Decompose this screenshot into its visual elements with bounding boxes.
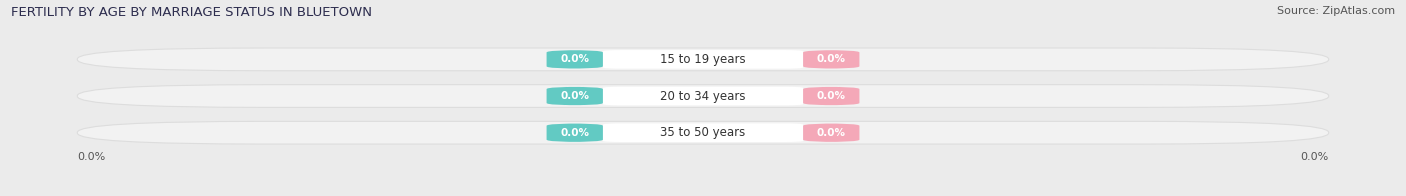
FancyBboxPatch shape — [547, 50, 603, 69]
Text: Source: ZipAtlas.com: Source: ZipAtlas.com — [1277, 6, 1395, 16]
FancyBboxPatch shape — [77, 48, 1329, 71]
FancyBboxPatch shape — [603, 123, 803, 142]
Text: 20 to 34 years: 20 to 34 years — [661, 90, 745, 103]
Text: 0.0%: 0.0% — [77, 152, 105, 162]
FancyBboxPatch shape — [803, 50, 859, 69]
FancyBboxPatch shape — [803, 123, 859, 142]
Text: 0.0%: 0.0% — [560, 91, 589, 101]
Text: 0.0%: 0.0% — [1301, 152, 1329, 162]
Text: 0.0%: 0.0% — [817, 54, 846, 64]
Text: 0.0%: 0.0% — [817, 91, 846, 101]
FancyBboxPatch shape — [77, 121, 1329, 144]
FancyBboxPatch shape — [603, 50, 803, 69]
Text: 0.0%: 0.0% — [560, 128, 589, 138]
FancyBboxPatch shape — [77, 85, 1329, 107]
FancyBboxPatch shape — [547, 123, 603, 142]
FancyBboxPatch shape — [547, 87, 603, 105]
Text: FERTILITY BY AGE BY MARRIAGE STATUS IN BLUETOWN: FERTILITY BY AGE BY MARRIAGE STATUS IN B… — [11, 6, 373, 19]
Text: 15 to 19 years: 15 to 19 years — [661, 53, 745, 66]
Text: 35 to 50 years: 35 to 50 years — [661, 126, 745, 139]
FancyBboxPatch shape — [803, 87, 859, 105]
Text: 0.0%: 0.0% — [817, 128, 846, 138]
FancyBboxPatch shape — [603, 87, 803, 105]
Text: 0.0%: 0.0% — [560, 54, 589, 64]
